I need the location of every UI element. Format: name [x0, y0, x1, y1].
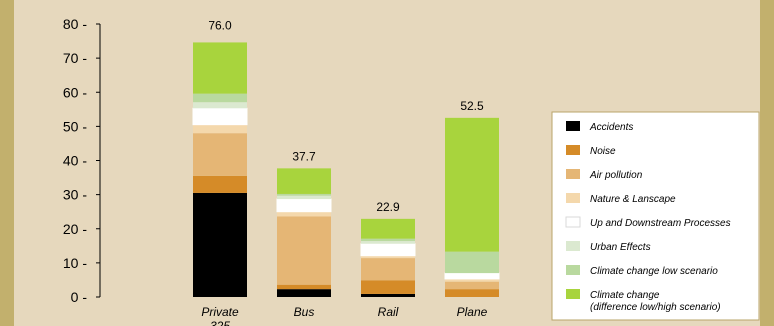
- legend-label: Air pollution: [589, 170, 643, 181]
- bar-segment: [277, 195, 331, 200]
- legend-label-line: Air pollution: [589, 170, 643, 181]
- bar-segment: [445, 281, 499, 290]
- y-tick-label: 0 -: [71, 289, 88, 305]
- y-tick-label: 50 -: [63, 118, 87, 134]
- bar-segment: [277, 216, 331, 285]
- bar-segment: [193, 102, 247, 109]
- bar-segment: [277, 193, 331, 196]
- bar-segment: [193, 175, 247, 193]
- bar-segment: [445, 251, 499, 274]
- legend-swatch: [566, 193, 580, 203]
- y-tick-label: 80 -: [63, 16, 87, 32]
- bar-segment: [445, 289, 499, 297]
- y-tick-label: 10 -: [63, 255, 87, 271]
- bar-total-label: 37.7: [292, 149, 316, 163]
- legend-box: [551, 111, 760, 321]
- bar-segment: [361, 241, 415, 244]
- y-tick-label: 40 -: [63, 153, 87, 169]
- x-category-label: Bus: [294, 305, 315, 319]
- bar-segment: [361, 258, 415, 281]
- bar-segment: [361, 255, 415, 259]
- x-category-label: Rail: [378, 305, 399, 319]
- bar-segment: [193, 133, 247, 176]
- legend-label-line: Accidents: [589, 122, 633, 133]
- legend-label: Climate change low scenario: [590, 266, 718, 277]
- legend-label: Accidents: [589, 122, 633, 133]
- legend-swatch: [566, 265, 580, 275]
- legend-swatch: [565, 216, 581, 228]
- bar-segment: [193, 124, 247, 134]
- bar-segment: [361, 280, 415, 294]
- y-tick-label: 30 -: [63, 187, 87, 203]
- bar-total-label: 76.0: [208, 19, 232, 33]
- y-tick-label: 60 -: [63, 84, 87, 100]
- legend-label-line: Climate change: [590, 290, 660, 301]
- legend-swatch: [566, 241, 580, 251]
- bar-total-label: 22.9: [376, 200, 400, 214]
- legend-label: Urban Effects: [590, 242, 651, 253]
- bar-segment: [193, 42, 247, 94]
- extra-x-text: 325: [210, 319, 230, 326]
- bar-segment: [361, 218, 415, 239]
- y-tick-label: 20 -: [63, 221, 87, 237]
- bar-segment: [361, 293, 415, 297]
- bar-segment: [277, 289, 331, 297]
- legend-swatch: [566, 289, 580, 299]
- legend-label-line: Up and Downstream Processes: [590, 218, 731, 229]
- bar-segment: [445, 278, 499, 282]
- bar-segment: [444, 272, 500, 280]
- bar-segment: [276, 198, 332, 213]
- legend-label-line: Noise: [590, 146, 616, 157]
- legend-label-line: (difference low/high scenario): [590, 302, 721, 313]
- legend-label: Climate change (difference low/high scena…: [590, 290, 721, 313]
- y-tick-label: 70 -: [63, 50, 87, 66]
- bar-segment: [277, 211, 331, 217]
- x-category-label: Plane: [457, 305, 488, 319]
- legend-swatch: [566, 169, 580, 179]
- bar-segment: [192, 107, 248, 126]
- bar-total-label: 52.5: [460, 99, 484, 113]
- legend-label-line: Urban Effects: [590, 242, 651, 253]
- legend-label-line: Climate change low scenario: [590, 266, 718, 277]
- legend-label: Nature & Lanscape: [590, 194, 676, 205]
- legend-swatch: [566, 145, 580, 155]
- legend-label-line: Nature & Lanscape: [590, 194, 676, 205]
- legend-label: Noise: [590, 146, 616, 157]
- bar-segment: [445, 117, 499, 252]
- bar-segment: [193, 192, 247, 297]
- legend-swatch: [566, 121, 580, 131]
- bar-segment: [277, 284, 331, 290]
- bar-segment: [193, 93, 247, 103]
- legend-label: Up and Downstream Processes: [590, 218, 731, 229]
- x-category-label: Private: [201, 305, 239, 319]
- bar-segment: [361, 238, 415, 242]
- bar-segment: [277, 168, 331, 194]
- bar-segment: [360, 243, 416, 257]
